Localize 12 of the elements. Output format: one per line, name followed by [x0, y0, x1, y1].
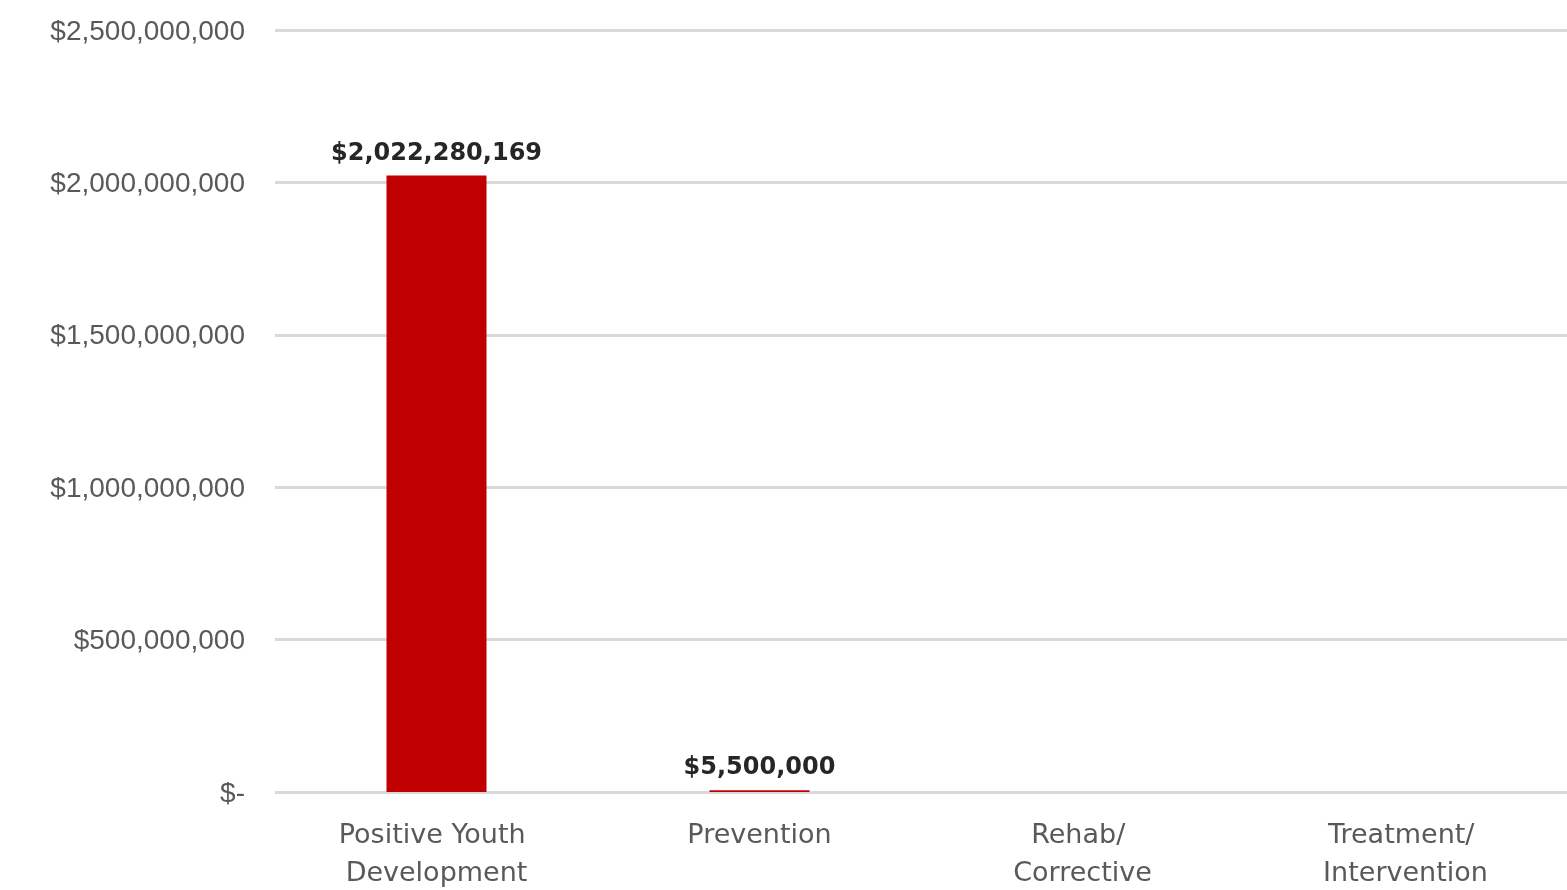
- x-tick-label: Rehab/ Corrective: [1013, 817, 1152, 887]
- y-tick-label: $1,000,000,000: [50, 471, 245, 503]
- x-tick-label: Positive Youth Development: [338, 817, 535, 887]
- x-tick-label: Treatment/ Intervention: [1323, 817, 1488, 887]
- y-tick-label: $500,000,000: [73, 624, 245, 656]
- y-tick-label: $-: [220, 776, 245, 808]
- x-tick-label: Prevention: [687, 817, 832, 849]
- y-tick-label: $1,500,000,000: [50, 319, 245, 351]
- data-label: $5,500,000: [683, 752, 836, 781]
- y-tick-label: $2,500,000,000: [50, 14, 245, 46]
- y-tick-label: $2,000,000,000: [50, 166, 245, 198]
- data-label: $2,022,280,169: [330, 137, 543, 166]
